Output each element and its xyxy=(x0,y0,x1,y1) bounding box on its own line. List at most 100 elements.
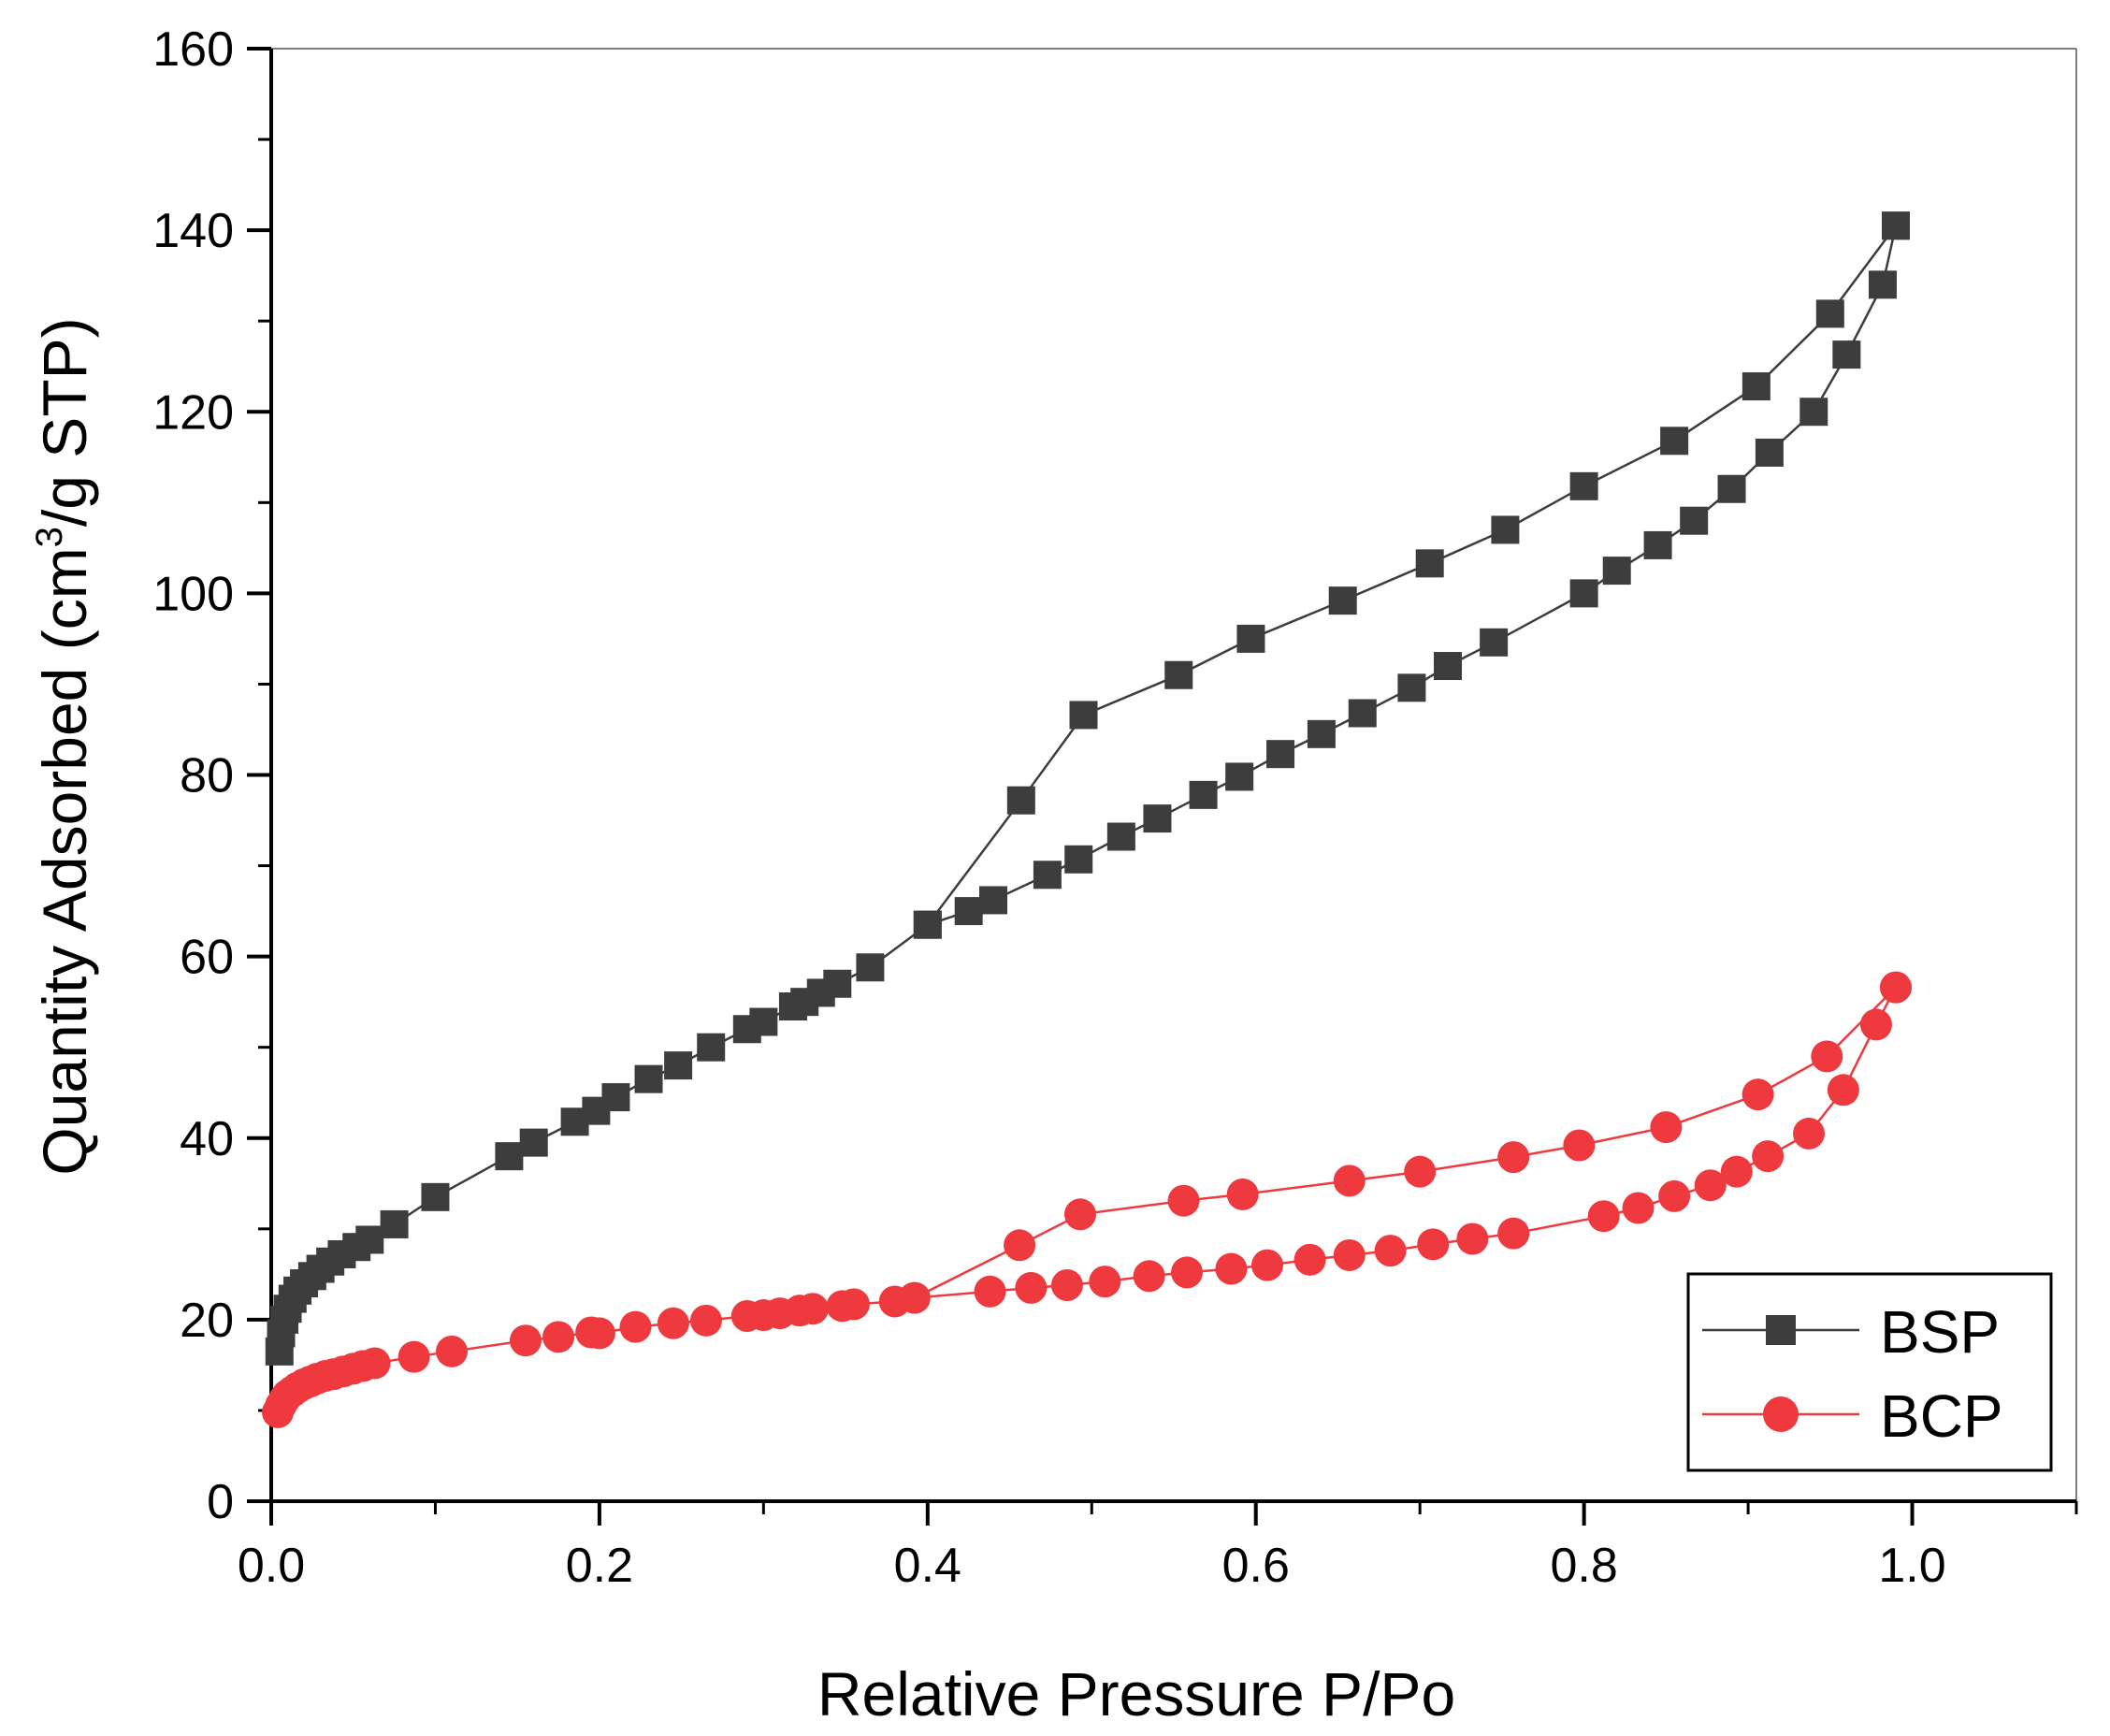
y-tick-label: 0 xyxy=(207,1475,234,1529)
data-point-bcp xyxy=(1226,1178,1259,1210)
data-point-bsp xyxy=(1033,861,1062,890)
data-point-bsp xyxy=(1348,699,1377,728)
data-point-bsp xyxy=(1882,211,1910,240)
legend-marker-bsp xyxy=(1766,1315,1796,1345)
data-point-bcp xyxy=(657,1307,689,1339)
data-point-bsp xyxy=(823,969,852,998)
data-point-bsp xyxy=(856,953,885,982)
data-point-bsp xyxy=(1434,652,1463,681)
y-axis-title-tail: /g STP) xyxy=(30,317,99,527)
data-point-bsp xyxy=(1480,628,1509,657)
x-tick-label: 0.8 xyxy=(1550,1539,1617,1593)
data-point-bsp xyxy=(355,1225,384,1254)
y-tick-label: 60 xyxy=(180,931,234,985)
data-point-bsp xyxy=(1832,340,1861,369)
data-point-bcp xyxy=(1456,1222,1489,1255)
data-point-bcp xyxy=(1015,1271,1048,1304)
data-point-bcp xyxy=(1827,1074,1859,1107)
x-axis: 0.0 0.2 0.4 0.6 0.8 1.0 xyxy=(238,1501,2078,1593)
data-point-bsp xyxy=(979,886,1007,915)
data-point-bcp xyxy=(1333,1238,1366,1271)
data-point-bcp xyxy=(1622,1192,1655,1224)
data-point-bcp xyxy=(1811,1040,1843,1073)
data-point-bsp xyxy=(495,1142,524,1171)
data-point-bcp xyxy=(837,1288,870,1321)
data-point-bsp xyxy=(1643,530,1672,559)
data-point-bsp xyxy=(1868,270,1897,299)
data-point-bcp xyxy=(1089,1266,1121,1298)
data-point-bcp xyxy=(1251,1249,1284,1281)
data-point-bcp xyxy=(1171,1256,1204,1289)
legend-label-bsp: BSP xyxy=(1880,1298,2000,1366)
y-tick-label: 100 xyxy=(152,567,234,621)
data-point-bsp xyxy=(1569,471,1598,500)
x-tick-label: 0.0 xyxy=(238,1539,305,1593)
data-point-bsp xyxy=(1266,740,1295,769)
data-point-bcp xyxy=(1720,1155,1753,1188)
legend-marker-bcp xyxy=(1763,1396,1799,1432)
series-bcp xyxy=(262,971,1912,1428)
data-point-bsp xyxy=(1569,579,1598,608)
data-point-bsp xyxy=(1006,786,1035,815)
y-tick-label: 120 xyxy=(152,385,234,440)
legend: BSP BCP xyxy=(1686,1272,2053,1472)
data-point-bcp xyxy=(583,1317,615,1350)
data-point-bsp xyxy=(1815,299,1844,328)
x-axis-title: Relative Pressure P/Po xyxy=(817,1659,1455,1729)
data-point-bsp xyxy=(1602,557,1631,586)
data-point-bsp xyxy=(1660,427,1689,456)
y-tick-label: 20 xyxy=(180,1294,234,1348)
y-tick-label: 140 xyxy=(152,204,234,258)
data-point-bsp xyxy=(421,1182,450,1211)
data-point-bcp xyxy=(542,1321,575,1353)
data-point-bsp xyxy=(1236,624,1265,653)
data-point-bcp xyxy=(1793,1117,1826,1150)
data-point-bsp xyxy=(697,1033,726,1062)
data-point-bsp xyxy=(1307,719,1336,748)
x-tick-label: 0.6 xyxy=(1222,1539,1290,1593)
data-point-bsp xyxy=(1189,780,1218,809)
data-point-bsp xyxy=(1415,549,1444,578)
data-point-bcp xyxy=(1004,1229,1036,1262)
data-point-bsp xyxy=(1164,660,1193,689)
data-point-bsp xyxy=(519,1128,548,1157)
data-point-bcp xyxy=(1650,1111,1683,1144)
y-axis: 0 20 40 60 80 100 120 140 160 xyxy=(152,22,271,1529)
data-point-bcp xyxy=(436,1335,468,1367)
y-axis-title-main: Quantity Adsorbed (cm xyxy=(30,547,99,1175)
x-tick-label: 0.2 xyxy=(566,1539,633,1593)
data-point-bsp xyxy=(1064,845,1093,874)
data-point-bsp xyxy=(1491,515,1520,544)
data-point-bcp xyxy=(797,1293,829,1325)
data-point-bsp xyxy=(380,1209,409,1238)
data-point-bsp xyxy=(1717,474,1746,503)
y-axis-title-superscript: 3 xyxy=(29,527,70,547)
data-point-bcp xyxy=(1497,1217,1530,1250)
data-point-bcp xyxy=(1880,971,1912,1004)
data-point-bcp xyxy=(1333,1165,1366,1197)
data-point-bcp xyxy=(1404,1155,1437,1188)
data-point-bcp xyxy=(1694,1169,1727,1202)
data-point-bcp xyxy=(358,1347,391,1380)
data-point-bcp xyxy=(1133,1260,1165,1293)
data-point-bcp xyxy=(397,1340,430,1373)
data-point-bsp xyxy=(1397,673,1426,702)
data-point-bsp xyxy=(1755,438,1784,467)
data-point-bcp xyxy=(1063,1198,1096,1231)
legend-box xyxy=(1686,1272,2053,1472)
data-point-bcp xyxy=(1215,1252,1248,1285)
data-point-bcp xyxy=(974,1275,1006,1308)
data-point-bsp xyxy=(1741,372,1770,401)
data-point-bsp xyxy=(664,1051,693,1080)
data-point-bcp xyxy=(1417,1228,1450,1261)
data-point-bsp xyxy=(913,910,942,939)
data-point-bcp xyxy=(1374,1235,1407,1267)
legend-label-bcp: BCP xyxy=(1880,1382,2003,1450)
x-tick-label: 1.0 xyxy=(1878,1539,1945,1593)
y-tick-label: 160 xyxy=(152,22,234,77)
data-point-bcp xyxy=(1167,1184,1200,1217)
data-point-bcp xyxy=(1658,1179,1691,1212)
data-point-bsp xyxy=(601,1083,630,1112)
data-point-bsp xyxy=(1799,398,1828,427)
